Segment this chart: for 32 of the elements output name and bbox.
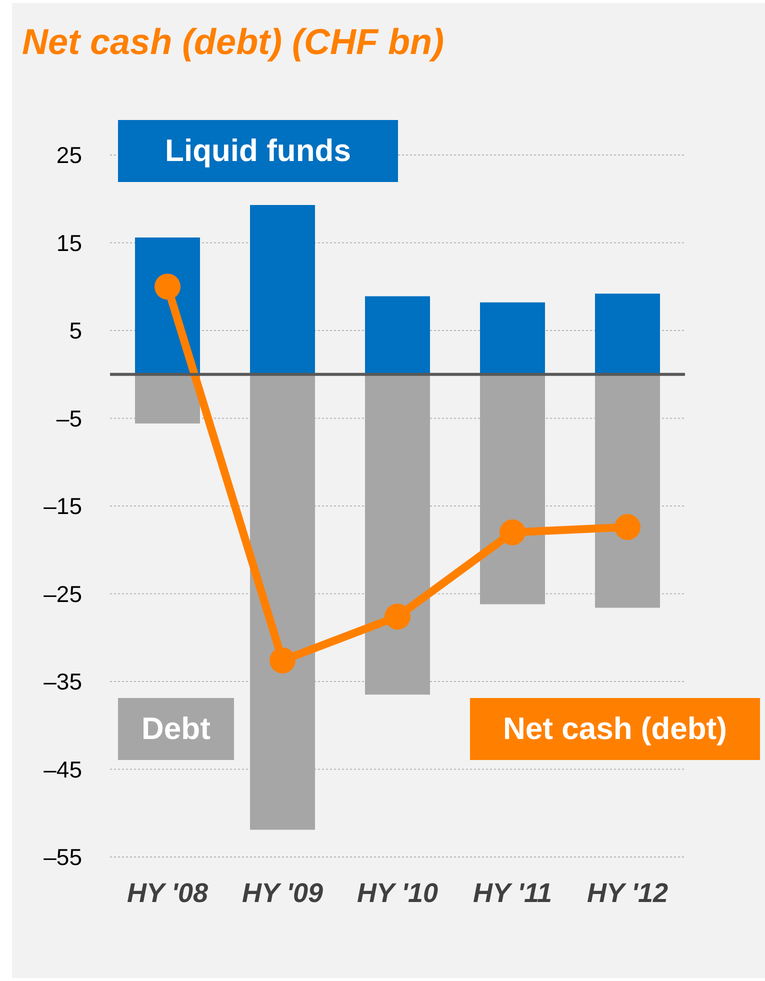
y-tick-label: –45	[44, 756, 82, 782]
point	[500, 519, 526, 546]
bar	[480, 302, 545, 374]
x-tick-label: HY '08	[127, 878, 208, 908]
bar	[250, 374, 315, 830]
point	[614, 514, 640, 540]
x-tick-label: HY '09	[242, 878, 323, 908]
bar	[250, 205, 315, 374]
y-tick-label: –35	[44, 668, 82, 695]
point	[270, 647, 296, 674]
bar	[365, 296, 430, 374]
bar	[595, 374, 660, 608]
y-tick-label: –25	[44, 580, 82, 607]
y-tick-label: –55	[44, 844, 82, 870]
bar	[480, 374, 545, 604]
series-label: Debt	[118, 698, 234, 760]
point	[154, 274, 180, 300]
bar	[595, 294, 660, 374]
series-label: Liquid funds	[118, 120, 398, 182]
bar	[365, 374, 430, 695]
x-tick-label: HY '10	[357, 878, 438, 908]
y-tick-label: –15	[44, 493, 82, 520]
y-tick-label: –5	[56, 405, 82, 432]
chart-title: Net cash (debt) (CHF bn)	[22, 21, 444, 63]
x-tick-label: HY '11	[473, 878, 552, 908]
text: Net cash (debt)	[470, 698, 760, 760]
bar	[135, 374, 200, 424]
point	[384, 604, 410, 630]
x-tick-label: HY '12	[587, 878, 668, 908]
y-tick-label: 25	[56, 142, 82, 168]
y-tick-label: 5	[69, 318, 82, 344]
y-tick-label: 15	[56, 230, 82, 256]
